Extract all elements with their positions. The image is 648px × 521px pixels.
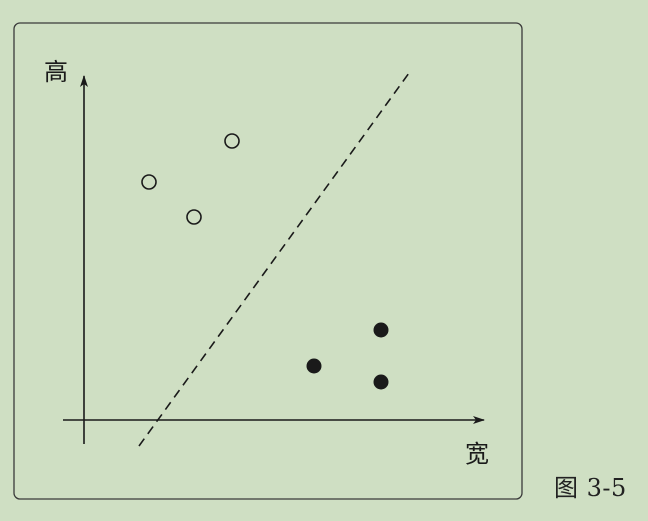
filled-point — [374, 323, 389, 338]
hollow-point — [187, 210, 201, 224]
hollow-point — [142, 175, 156, 189]
filled-point — [307, 359, 322, 374]
hollow-point — [225, 134, 239, 148]
decision-boundary-line — [139, 73, 409, 446]
x-axis-label: 宽 — [465, 440, 489, 468]
diagram-frame — [14, 23, 522, 499]
figure-caption: 图 3-5 — [554, 468, 627, 503]
y-axis-label: 高 — [44, 58, 68, 86]
filled-point — [374, 375, 389, 390]
